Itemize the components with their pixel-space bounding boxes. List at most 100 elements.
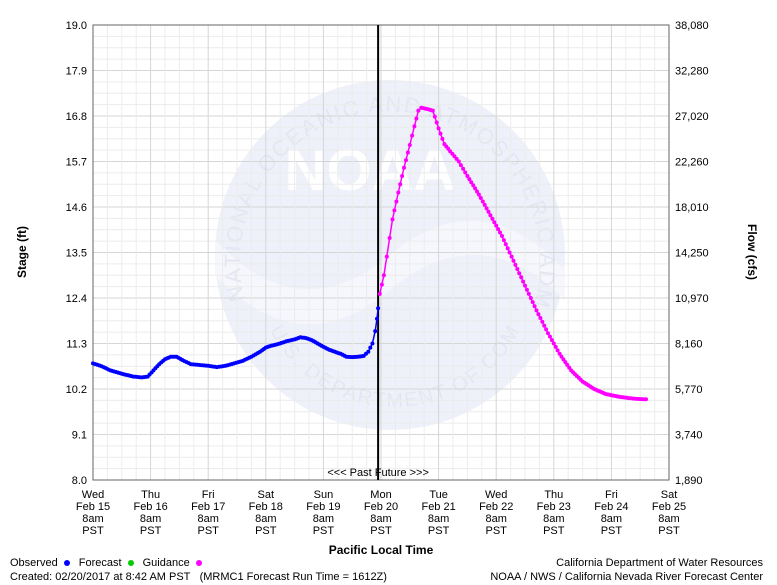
- x-tick-label: Tue: [429, 489, 448, 501]
- x-tick-label: Feb 19: [306, 501, 340, 513]
- data-point-forecast: [473, 186, 478, 191]
- data-point-forecast: [553, 344, 558, 349]
- y-tick-label-right: 22,260: [675, 157, 709, 169]
- data-point-forecast: [387, 236, 392, 240]
- data-point-forecast: [492, 220, 497, 225]
- legend: Observed Forecast Guidance: [10, 557, 208, 569]
- x-tick-label: Sun: [314, 489, 334, 501]
- noaa-watermark-logo: NOAA: [285, 138, 456, 203]
- data-point-forecast: [471, 183, 476, 188]
- data-point-forecast: [398, 182, 403, 187]
- x-axis-title: Pacific Local Time: [329, 543, 434, 557]
- data-point-forecast: [440, 136, 445, 141]
- data-point-forecast: [405, 150, 410, 155]
- x-tick-label: 8am: [601, 513, 622, 525]
- y-tick-label-right: 10,970: [675, 293, 709, 305]
- credit-nws: NOAA / NWS / California Nevada River For…: [490, 571, 763, 583]
- data-point-forecast: [480, 199, 485, 204]
- data-point-forecast: [465, 174, 470, 178]
- data-point-forecast: [461, 166, 466, 171]
- y-axis-left-title: Stage (ft): [15, 226, 29, 278]
- data-point-forecast: [549, 338, 554, 343]
- data-point-forecast: [456, 159, 461, 164]
- x-tick-label: PST: [197, 525, 219, 537]
- y-tick-label-left: 12.4: [66, 293, 87, 305]
- x-tick-label: 8am: [658, 513, 679, 525]
- y-tick-label-right: 5,770: [675, 384, 703, 396]
- data-point-forecast: [407, 143, 412, 147]
- data-point-forecast: [540, 319, 545, 324]
- data-point-forecast: [500, 234, 504, 238]
- x-tick-label: PST: [313, 525, 335, 537]
- data-point-forecast: [467, 177, 472, 182]
- data-point-forecast: [458, 163, 463, 168]
- data-point-forecast: [524, 287, 529, 292]
- data-point-forecast: [542, 323, 547, 328]
- x-tick-label: PST: [658, 525, 680, 537]
- data-point-forecast: [515, 267, 520, 271]
- data-point-forecast: [410, 133, 415, 138]
- data-point-forecast: [486, 209, 491, 214]
- data-point-forecast: [551, 341, 556, 346]
- data-point-forecast: [505, 246, 510, 251]
- x-tick-label: 8am: [82, 513, 103, 525]
- data-point-forecast: [377, 291, 382, 296]
- x-tick-label: 8am: [313, 513, 334, 525]
- x-tick-label: Feb 23: [537, 501, 571, 513]
- x-tick-label: PST: [255, 525, 277, 537]
- data-point-observed: [375, 316, 379, 321]
- data-point-forecast: [412, 124, 417, 129]
- data-point-forecast: [434, 120, 439, 125]
- x-tick-label: 8am: [370, 513, 391, 525]
- y-tick-label-right: 32,280: [675, 66, 709, 78]
- legend-observed-dot: [63, 559, 70, 566]
- x-tick-label: Thu: [141, 489, 160, 501]
- data-point-forecast: [501, 238, 506, 243]
- data-point-forecast: [534, 308, 539, 313]
- x-tick-label: PST: [601, 525, 623, 537]
- y-tick-label-left: 13.5: [66, 248, 87, 260]
- x-tick-label: 8am: [197, 513, 218, 525]
- y-tick-label-left: 17.9: [66, 66, 87, 78]
- data-point-forecast: [509, 254, 514, 259]
- right-axis: 38,080 32,280 27,020 22,260 18,010 14,250 10,9…: [675, 20, 709, 487]
- data-point-forecast: [396, 190, 401, 195]
- y-tick-label-left: 15.7: [66, 157, 87, 169]
- x-tick-label: Fri: [202, 489, 215, 501]
- data-point-forecast: [557, 351, 562, 356]
- data-point-forecast: [555, 348, 560, 353]
- data-point-forecast: [469, 180, 474, 185]
- y-axis-right-title: Flow (cfs): [745, 224, 759, 280]
- y-tick-label-left: 19.0: [66, 20, 87, 32]
- x-tick-label: PST: [82, 525, 104, 537]
- x-tick-label: PST: [428, 525, 450, 537]
- chart-grid: [92, 24, 670, 481]
- data-point-forecast: [528, 296, 533, 300]
- x-tick-label: Feb 21: [421, 501, 455, 513]
- data-point-observed: [373, 329, 378, 334]
- legend-observed-label: Observed: [10, 557, 58, 569]
- x-tick-label: PST: [370, 525, 392, 537]
- data-point-forecast: [536, 312, 541, 317]
- y-tick-label-left: 9.1: [72, 430, 87, 442]
- data-point-forecast: [488, 213, 493, 218]
- legend-guidance-dot: [195, 559, 202, 566]
- data-point-forecast: [384, 254, 389, 259]
- data-point-forecast: [436, 126, 441, 131]
- data-point-forecast: [484, 206, 489, 211]
- x-tick-label: Feb 16: [133, 501, 167, 513]
- x-tick-label: Sat: [258, 489, 275, 501]
- data-point-forecast: [402, 165, 406, 170]
- stage-flow-chart: NOAA NATIONAL OCEANIC AND ATMOSPHERIC AD…: [0, 0, 759, 557]
- x-tick-label: Sat: [661, 489, 678, 501]
- noaa-watermark: NOAA NATIONAL OCEANIC AND ATMOSPHERIC AD…: [0, 0, 565, 430]
- data-point-forecast: [532, 304, 537, 309]
- x-tick-label: Feb 25: [652, 501, 686, 513]
- x-tick-label: Fri: [605, 489, 618, 501]
- data-point-forecast: [475, 189, 479, 194]
- data-point-forecast: [644, 397, 648, 402]
- credit-agency: California Department of Water Resources: [556, 557, 763, 569]
- data-point-forecast: [519, 275, 524, 280]
- data-point-forecast: [521, 279, 526, 284]
- data-point-forecast: [400, 174, 405, 178]
